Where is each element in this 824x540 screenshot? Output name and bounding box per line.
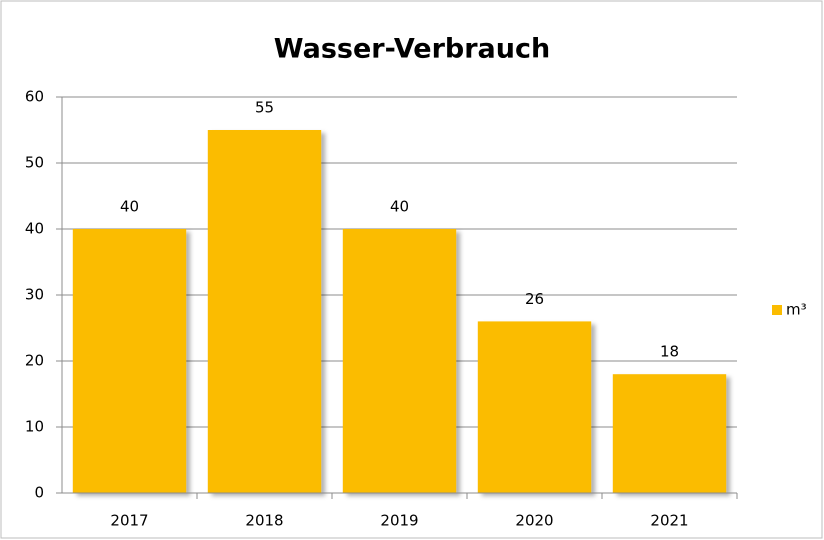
value-label: 55 (255, 99, 274, 117)
legend-label: m³ (786, 301, 807, 319)
value-label: 26 (525, 290, 544, 308)
bar (72, 229, 187, 493)
x-tick-label: 2018 (245, 512, 283, 530)
x-tick-label: 2017 (110, 512, 148, 530)
bar (612, 374, 727, 493)
value-label: 18 (660, 343, 679, 361)
value-label: 40 (120, 198, 139, 216)
y-tick-label: 10 (25, 418, 44, 436)
x-tick-label: 2021 (650, 512, 688, 530)
bar (342, 229, 457, 493)
y-tick-label: 20 (25, 352, 44, 370)
y-tick-label: 0 (34, 484, 44, 502)
legend-swatch (772, 305, 782, 315)
bar (477, 321, 592, 493)
y-tick-label: 30 (25, 286, 44, 304)
chart-title: Wasser-Verbrauch (274, 34, 550, 65)
y-tick-label: 60 (25, 88, 44, 106)
x-tick-label: 2019 (380, 512, 418, 530)
value-label: 40 (390, 198, 409, 216)
x-tick-label: 2020 (515, 512, 553, 530)
bar (207, 130, 322, 493)
y-tick-label: 40 (25, 220, 44, 238)
y-tick-label: 50 (25, 154, 44, 172)
